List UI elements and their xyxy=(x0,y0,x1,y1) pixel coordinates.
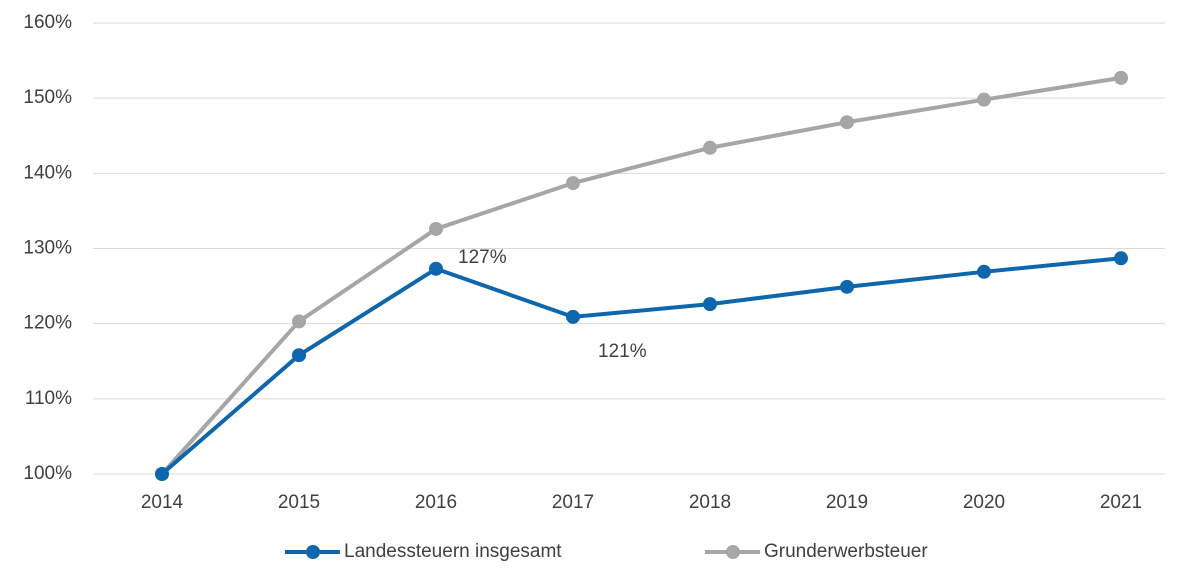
legend-marker xyxy=(726,545,740,559)
marker xyxy=(977,264,991,279)
marker xyxy=(292,314,306,329)
y-tick-label: 100% xyxy=(23,463,72,484)
x-tick-label: 2020 xyxy=(963,492,1005,513)
y-tick-label: 110% xyxy=(25,388,72,409)
x-tick-label: 2015 xyxy=(278,492,320,513)
legend-marker xyxy=(306,545,320,559)
marker xyxy=(566,176,580,191)
data-label: 127% xyxy=(458,247,507,268)
data-label: 121% xyxy=(598,341,647,362)
x-tick-label: 2021 xyxy=(1100,492,1142,513)
marker xyxy=(292,348,306,363)
marker xyxy=(977,92,991,107)
marker xyxy=(429,261,443,276)
y-tick-label: 130% xyxy=(23,238,72,259)
marker xyxy=(840,279,854,294)
marker xyxy=(703,140,717,155)
series-line xyxy=(160,256,1122,476)
y-tick-label: 150% xyxy=(23,87,72,108)
marker xyxy=(429,221,443,236)
marker xyxy=(566,309,580,324)
marker xyxy=(840,115,854,130)
x-tick-label: 2014 xyxy=(141,492,184,513)
legend-label: Landessteuern insgesamt xyxy=(344,541,562,562)
x-tick-label: 2016 xyxy=(415,492,457,513)
marker xyxy=(703,297,717,312)
x-tick-label: 2018 xyxy=(689,492,731,513)
legend-label: Grunderwerbsteuer xyxy=(764,541,928,562)
y-tick-label: 120% xyxy=(23,313,72,334)
y-tick-label: 140% xyxy=(23,162,72,183)
x-tick-label: 2017 xyxy=(552,492,594,513)
series-line xyxy=(160,75,1122,476)
marker xyxy=(155,467,169,481)
x-tick-label: 2019 xyxy=(826,492,868,513)
marker xyxy=(1114,70,1128,85)
y-tick-label: 160% xyxy=(23,12,72,33)
marker xyxy=(1114,251,1128,266)
